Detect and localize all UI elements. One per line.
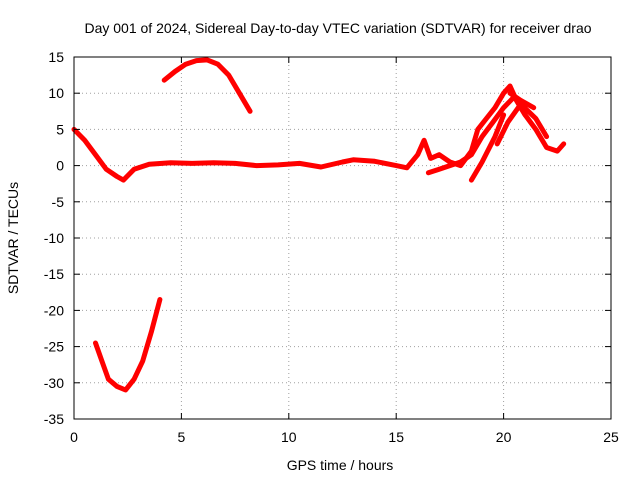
y-tick-label: 5 [56,121,64,137]
series-line-main-trace [71,83,567,183]
series-line-secondary-branch [425,94,528,176]
series-line-lower-arc [93,297,163,393]
series-line-upper-arc [161,57,253,114]
x-tick-label: 5 [178,429,186,445]
x-tick-label: 0 [70,429,78,445]
x-axis-label: GPS time / hours [287,457,394,473]
axis-layer: 0 5 10 15 20 25 15 10 5 0 -5 -10 -15 -20 -25 -30 -35 [44,49,619,445]
y-axis-label: SDTVAR / TECUs [5,182,21,294]
y-tick-label: 15 [48,49,64,65]
y-tick-label: -5 [52,194,65,210]
y-tick-label: 0 [56,158,64,174]
series-line-spur-c [507,90,537,111]
x-tick-label: 10 [281,429,297,445]
x-tick-label: 25 [603,429,619,445]
y-tick-label: -30 [44,375,64,391]
y-tick-label: -15 [44,266,64,282]
series-line-spur-b [494,101,550,147]
x-tick-label: 20 [496,429,512,445]
y-tick-label: -20 [44,302,64,318]
y-tick-label: -25 [44,339,64,355]
y-tick-label: -10 [44,230,64,246]
x-tick-label: 15 [388,429,404,445]
chart-title: Day 001 of 2024, Sidereal Day-to-day VTE… [84,20,591,36]
series-layer [71,57,567,393]
series-line-spur-a [468,112,507,183]
y-tick-label: 10 [48,85,64,101]
y-tick-label: -35 [44,411,64,427]
